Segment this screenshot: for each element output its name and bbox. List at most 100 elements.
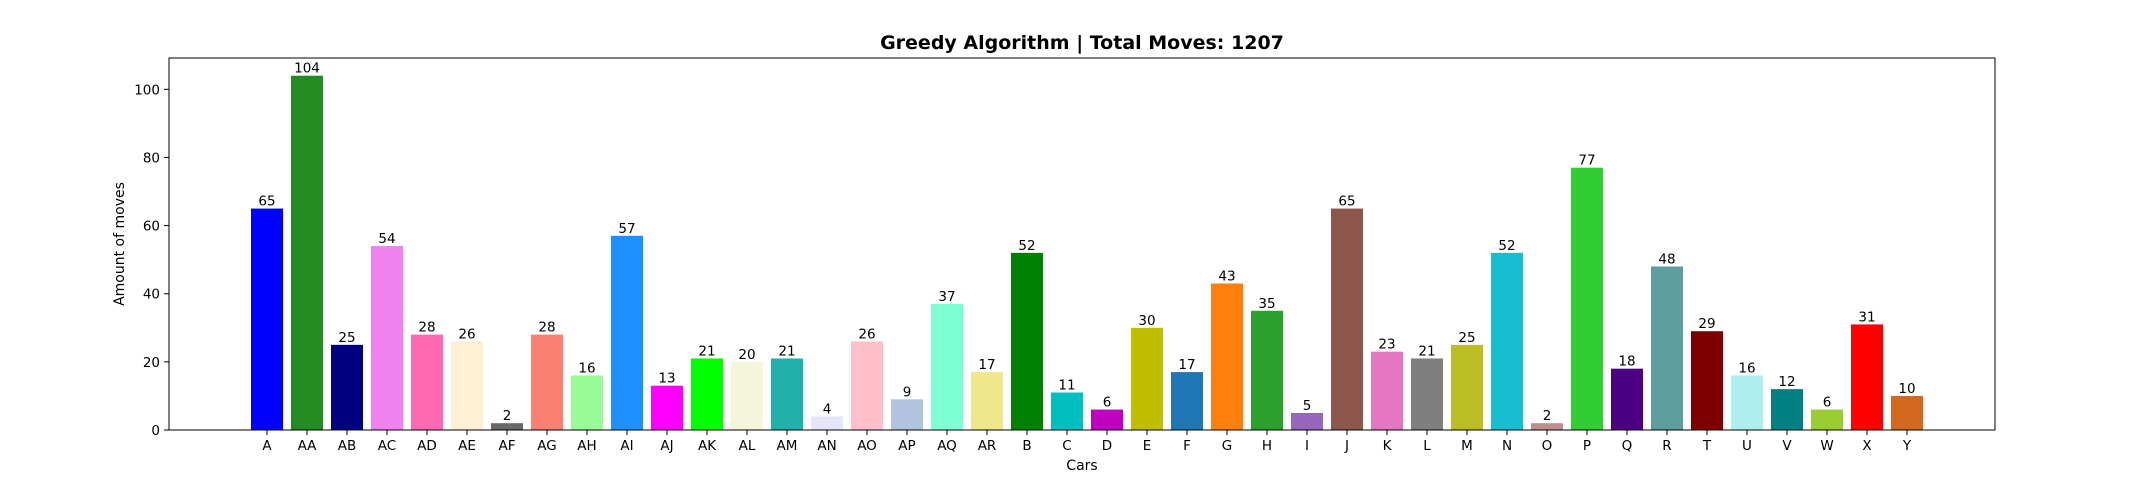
data-label-q: 18 [1618, 354, 1635, 370]
bar-am [771, 358, 803, 430]
bar-w [1811, 409, 1843, 430]
data-label-ak: 21 [698, 343, 715, 359]
x-tick-label-b: B [1022, 438, 1031, 454]
bar-ad [411, 334, 443, 430]
bar-d [1091, 409, 1123, 430]
bar-v [1771, 389, 1803, 430]
x-tick-label-aa: AA [298, 438, 318, 454]
x-tick-label-y: Y [1902, 438, 1912, 454]
bar-aj [651, 385, 683, 430]
x-tick-label-ab: AB [338, 438, 357, 454]
x-tick-label-aq: AQ [937, 438, 957, 454]
bar-ab [331, 344, 363, 430]
data-label-v: 12 [1778, 374, 1795, 390]
data-label-x: 31 [1858, 309, 1875, 325]
bar-b [1011, 252, 1043, 430]
bar-m [1451, 344, 1483, 430]
data-label-k: 23 [1378, 337, 1395, 353]
x-tick-label-g: G [1222, 438, 1232, 454]
data-label-ag: 28 [538, 320, 555, 336]
data-label-ab: 25 [338, 330, 355, 346]
x-tick-label-ar: AR [978, 438, 997, 454]
x-tick-label-ap: AP [898, 438, 915, 454]
bar-ah [571, 375, 603, 430]
chart-title: Greedy Algorithm | Total Moves: 1207 [880, 32, 1284, 54]
x-tick-label-v: V [1782, 438, 1792, 454]
bar-ag [531, 334, 563, 430]
x-tick-label-am: AM [777, 438, 798, 454]
x-tick-label-ac: AC [378, 438, 396, 454]
x-tick-label-l: L [1423, 438, 1431, 454]
bar-n [1491, 252, 1523, 430]
bar-al [731, 361, 763, 430]
y-tick-label-0: 0 [151, 423, 160, 439]
x-axis-ticks: A AA AB AC AD AE AF AG AH AI AJ AK AL AM AN AO AP AQ AR B C D… [262, 430, 1912, 454]
bar-ar [971, 372, 1003, 430]
y-tick-label-80: 80 [143, 150, 160, 166]
data-label-d: 6 [1103, 395, 1112, 411]
data-label-u: 16 [1738, 360, 1755, 376]
data-label-ao: 26 [858, 326, 875, 342]
data-label-n: 52 [1498, 238, 1515, 254]
bar-aa [291, 75, 323, 431]
x-tick-label-t: T [1702, 438, 1712, 454]
data-label-m: 25 [1458, 330, 1475, 346]
y-tick-label-60: 60 [143, 219, 160, 235]
bar-ae [451, 341, 483, 430]
data-label-ad: 28 [418, 320, 435, 336]
data-label-r: 48 [1658, 251, 1675, 267]
x-tick-label-r: R [1662, 438, 1671, 454]
bar-u [1731, 375, 1763, 430]
data-label-w: 6 [1823, 395, 1832, 411]
data-label-i: 5 [1303, 398, 1312, 414]
x-tick-label-q: Q [1622, 438, 1633, 454]
x-tick-label-c: C [1062, 438, 1071, 454]
x-tick-label-al: AL [739, 438, 756, 454]
data-label-y: 10 [1898, 381, 1915, 397]
bar-q [1611, 368, 1643, 430]
bar-a [251, 208, 283, 430]
data-label-c: 11 [1058, 378, 1075, 394]
x-tick-label-a: A [262, 438, 272, 454]
x-tick-label-h: H [1262, 438, 1272, 454]
y-tick-label-100: 100 [134, 82, 160, 98]
bar-t [1691, 331, 1723, 430]
bar-ac [371, 246, 403, 430]
x-tick-label-ad: AD [417, 438, 437, 454]
y-tick-label-40: 40 [143, 287, 160, 303]
data-label-f: 17 [1178, 357, 1195, 373]
x-tick-label-d: D [1102, 438, 1112, 454]
y-axis-ticks: 0 20 40 60 80 100 [134, 82, 169, 439]
y-tick-label-20: 20 [143, 355, 160, 371]
bar-k [1371, 351, 1403, 430]
data-label-o: 2 [1543, 408, 1552, 424]
x-axis-label: Cars [1066, 458, 1097, 474]
x-tick-label-m: M [1461, 438, 1473, 454]
x-tick-label-k: K [1383, 438, 1393, 454]
bar-p [1571, 167, 1603, 430]
bar-l [1411, 358, 1443, 430]
data-label-e: 30 [1138, 313, 1155, 329]
bar-g [1211, 283, 1243, 430]
x-tick-label-w: W [1820, 438, 1833, 454]
x-tick-label-n: N [1502, 438, 1512, 454]
bar-r [1651, 266, 1683, 430]
data-label-ac: 54 [378, 231, 395, 247]
data-label-g: 43 [1218, 269, 1235, 285]
x-tick-label-aj: AJ [660, 438, 673, 454]
data-label-ah: 16 [578, 360, 595, 376]
x-tick-label-af: AF [498, 438, 515, 454]
bar-ak [691, 358, 723, 430]
bar-y [1891, 395, 1923, 430]
x-tick-label-x: X [1862, 438, 1871, 454]
data-label-aq: 37 [938, 289, 955, 305]
x-tick-label-o: O [1542, 438, 1553, 454]
data-label-am: 21 [778, 343, 795, 359]
x-tick-label-j: J [1344, 438, 1349, 454]
bar-an [811, 416, 843, 430]
bar-x [1851, 324, 1883, 430]
x-tick-label-p: P [1583, 438, 1591, 454]
bar-e [1131, 327, 1163, 430]
